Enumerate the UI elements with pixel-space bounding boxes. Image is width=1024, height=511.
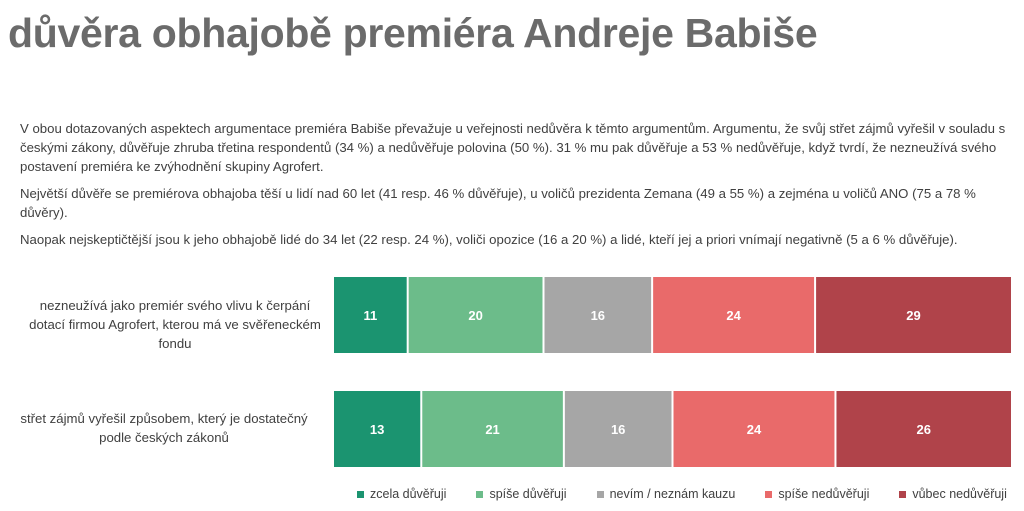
legend-label: spíše důvěřuji [489, 487, 567, 501]
bar-segment [836, 391, 1011, 467]
page-title: důvěra obhajobě premiéra Andreje Babiše [8, 10, 818, 56]
legend-item: nevím / neznám kauzu [596, 487, 736, 501]
bar-segment [653, 277, 815, 353]
legend-item: spíše důvěřuji [476, 487, 567, 501]
legend-label: vůbec nedůvěřuji [912, 487, 1007, 501]
data-label: 13 [370, 422, 384, 437]
bar-segment [408, 277, 543, 353]
data-label: 24 [747, 422, 762, 437]
data-label: 21 [485, 422, 499, 437]
data-label: 24 [726, 308, 741, 323]
legend-item: zcela důvěřuji [357, 487, 446, 501]
chart-legend: zcela důvěřuji spíše důvěřuji nevím / nezn… [357, 487, 1017, 501]
legend-item: spíše nedůvěřuji [765, 487, 869, 501]
bar-segment [816, 277, 1011, 353]
legend-label: nevím / neznám kauzu [609, 487, 736, 501]
paragraph: V obou dotazovaných aspektech argumentac… [20, 121, 1006, 174]
bar-segment [334, 391, 421, 467]
data-label: 16 [611, 422, 625, 437]
paragraph: Naopak nejskeptičtější jsou k jeho obhaj… [20, 232, 958, 247]
category-label: střet zájmů vyřešil způsobem, který je d… [20, 411, 308, 445]
legend-label: zcela důvěřuji [370, 487, 447, 501]
data-label: 29 [906, 308, 920, 323]
legend-swatch [596, 490, 604, 498]
bar-segment [422, 391, 563, 467]
bar-segment [334, 277, 407, 353]
legend-item: vůbec nedůvěřuji [899, 487, 1007, 501]
legend-label: spíše nedůvěřuji [778, 487, 870, 501]
paragraph: Největší důvěře se premiérova obhajoba t… [20, 186, 976, 220]
data-label: 11 [363, 308, 377, 323]
legend-swatch [899, 490, 907, 498]
legend-swatch [765, 490, 773, 498]
intro-text: V obou dotazovaných aspektech argumentac… [20, 119, 1010, 257]
category-label: nezneužívá jako premiér svého vlivu k če… [29, 298, 321, 351]
bar-segment [564, 391, 672, 467]
data-label: 16 [591, 308, 605, 323]
legend-swatch [357, 490, 364, 498]
bar-segment [673, 391, 835, 467]
data-label: 26 [916, 422, 930, 437]
bar-segment [544, 277, 652, 353]
data-label: 20 [468, 308, 482, 323]
legend-swatch [476, 490, 484, 498]
